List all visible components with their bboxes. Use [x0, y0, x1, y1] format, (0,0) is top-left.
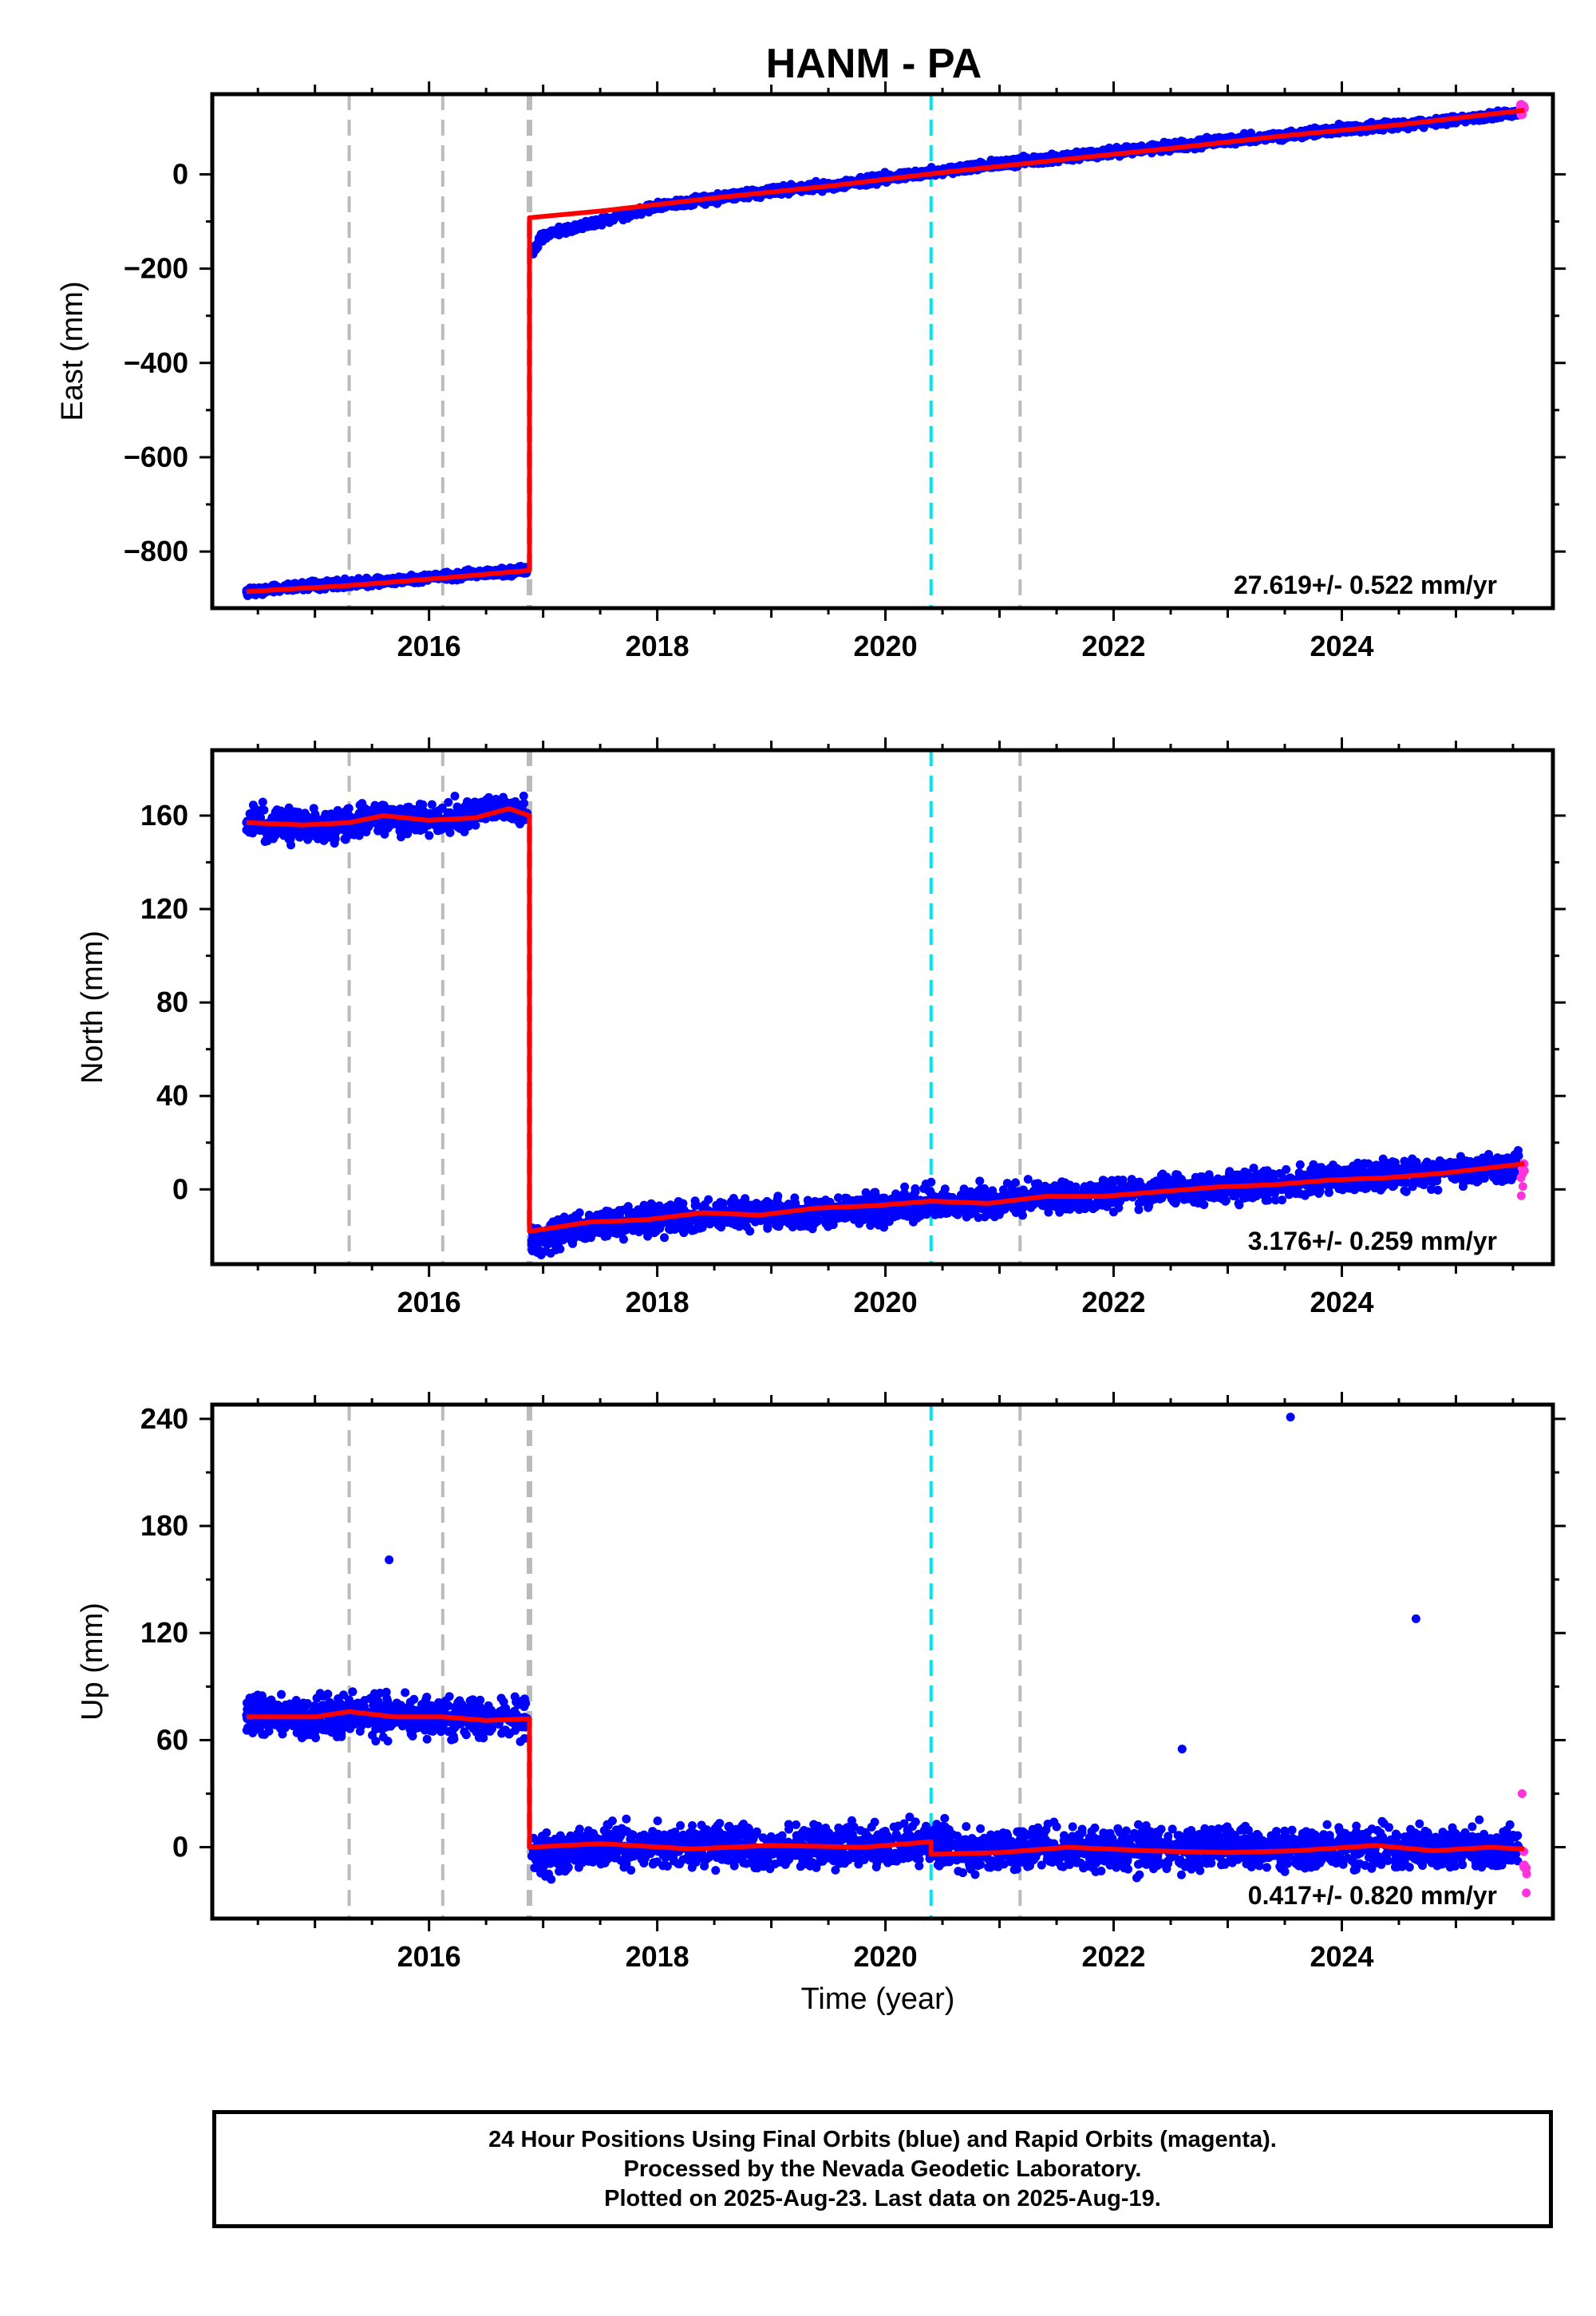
data-point [258, 797, 267, 807]
data-point [519, 791, 528, 800]
panels: 2016 2018 2020 2022 2024 0 −200 −400 −600 −800 Eas… [56, 81, 1566, 1973]
x-tick-label: 2022 [1081, 630, 1145, 662]
data-point [350, 830, 359, 840]
data-point [609, 215, 618, 224]
data-point [618, 1235, 628, 1244]
data-point [342, 828, 352, 838]
y-tick-label: −600 [124, 441, 188, 473]
data-point [330, 834, 340, 844]
data-point [310, 576, 319, 586]
data-point [445, 828, 455, 837]
data-point [300, 808, 310, 818]
data-point [342, 812, 352, 821]
x-tick-label: 2024 [1310, 630, 1373, 662]
data-point [361, 804, 370, 813]
data-point [434, 806, 444, 816]
data-point [485, 796, 495, 805]
data-point [1324, 1188, 1333, 1197]
data-point [416, 824, 425, 833]
data-point [282, 809, 292, 819]
data-point [450, 791, 460, 800]
data-point [293, 809, 302, 819]
data-point [568, 226, 578, 235]
data-point [409, 804, 419, 814]
data-point [377, 801, 386, 811]
data-point [471, 820, 480, 830]
data-point [260, 837, 270, 847]
data-point [926, 1177, 936, 1187]
data-point [444, 797, 453, 807]
data-point [1270, 1196, 1280, 1205]
data-point [463, 796, 472, 806]
y-tick-label: −800 [124, 535, 188, 567]
plot-frame [210, 92, 1555, 611]
data-point [354, 808, 364, 818]
data-point [1100, 145, 1109, 155]
data-point [425, 831, 434, 840]
data-point [435, 825, 444, 835]
x-tick-label: 2020 [854, 630, 918, 662]
rate-annotation: 27.619+/- 0.522 mm/yr [1234, 571, 1497, 599]
data-point [498, 796, 508, 805]
data-point [598, 219, 607, 228]
x-tick-label: 2016 [397, 630, 461, 662]
y-tick-label: 0 [172, 157, 188, 190]
data-point [660, 1233, 670, 1243]
data-point [453, 822, 463, 832]
data-point [246, 827, 255, 836]
plot-area [242, 94, 1529, 608]
y-axis-label: East (mm) [56, 281, 89, 421]
data-point [303, 835, 313, 844]
panel-1: 2016 2018 2020 2022 2024 0 −200 −400 −600 −800 Eas… [56, 81, 1566, 662]
data-point [1023, 1175, 1033, 1184]
data-point [473, 804, 483, 814]
data-point [584, 219, 594, 228]
data-point [786, 180, 796, 189]
data-point [361, 827, 371, 836]
data-point [405, 824, 415, 834]
data-point [444, 820, 453, 829]
data-point [286, 834, 295, 844]
plot-area [242, 750, 1529, 1264]
y-tick-label: −400 [124, 346, 188, 379]
data-point [1295, 1160, 1305, 1169]
data-point [1001, 155, 1011, 164]
data-point [427, 800, 437, 809]
final-orbit-points [242, 791, 532, 850]
y-tick-label: −200 [124, 252, 188, 285]
data-point [555, 224, 565, 234]
data-point [627, 209, 637, 219]
data-point [508, 798, 517, 808]
data-point [259, 805, 269, 815]
data-point [271, 831, 280, 840]
data-point [1203, 134, 1213, 144]
data-point [900, 1182, 910, 1192]
data-point [313, 830, 322, 840]
data-point [383, 824, 393, 833]
model-line [246, 108, 1525, 595]
data-point [271, 807, 280, 816]
data-point [275, 814, 285, 824]
chart-title: HANM - PA [766, 41, 982, 87]
x-tick-label: 2018 [626, 630, 689, 662]
data-point [542, 234, 551, 243]
data-point [248, 800, 258, 810]
data-point [424, 820, 433, 830]
data-point [397, 826, 407, 836]
data-point [516, 819, 525, 828]
